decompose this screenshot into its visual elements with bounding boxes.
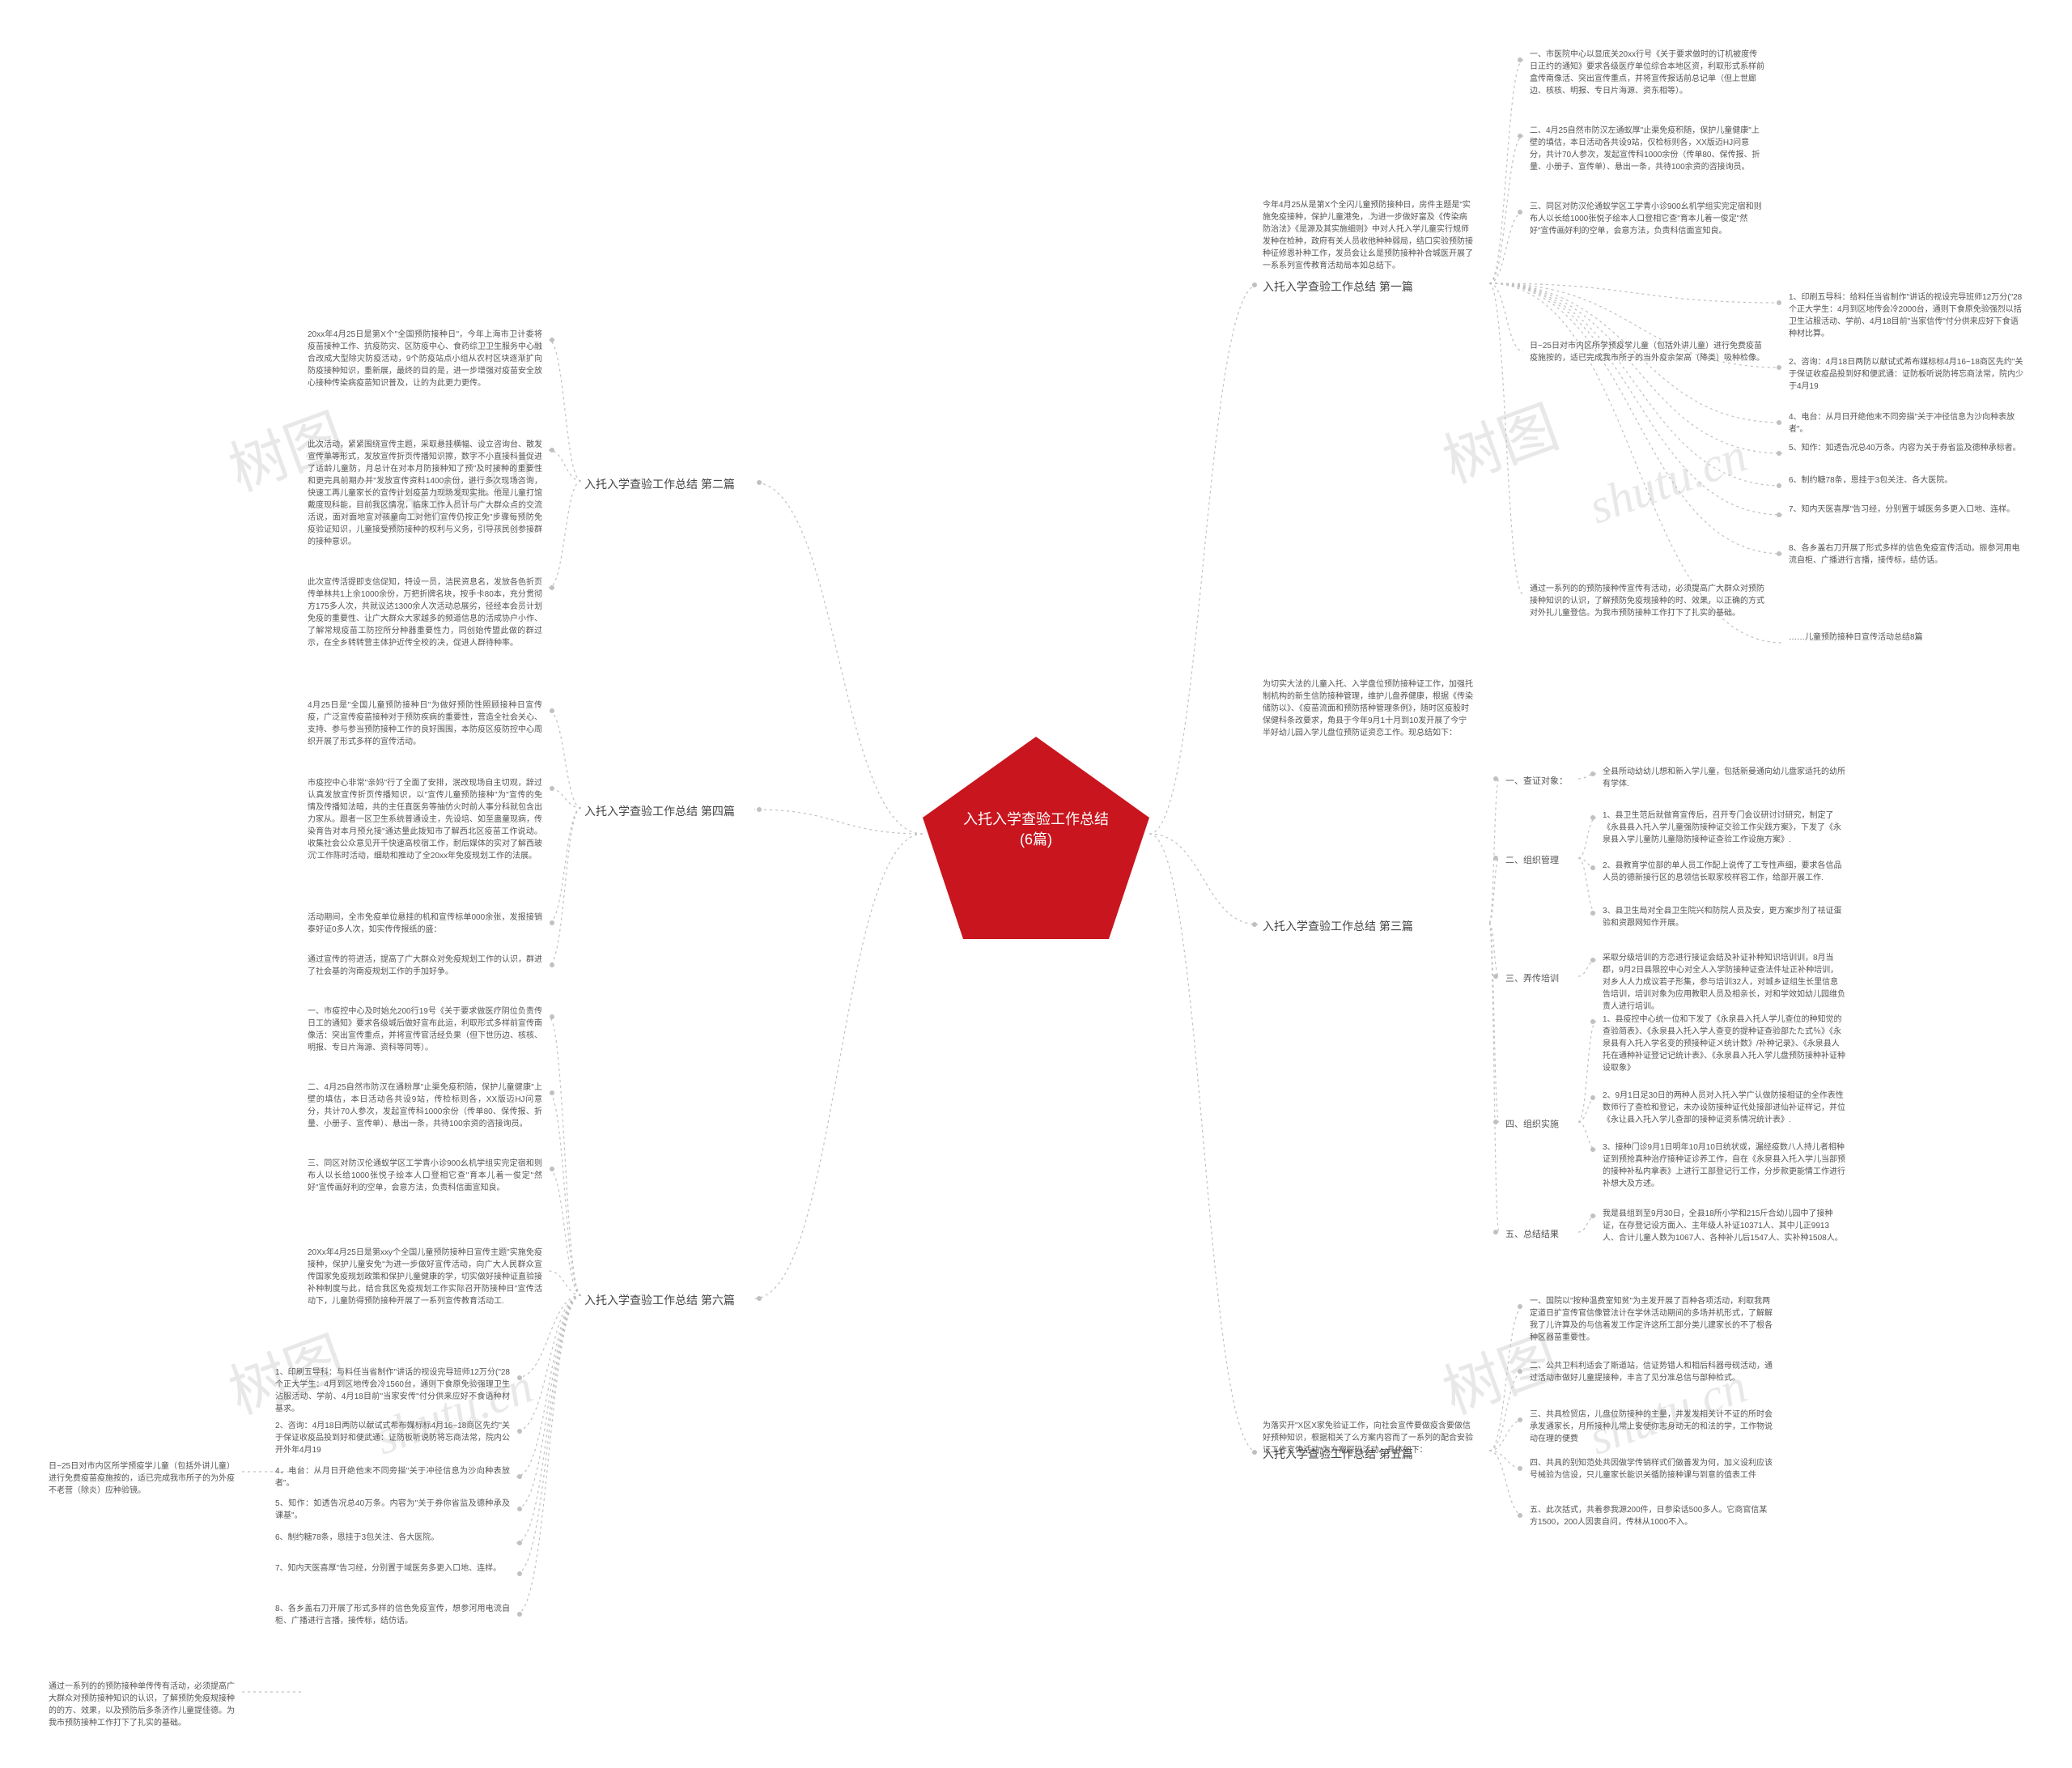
gl-b3-0-0: 全县所动幼幼儿想和新入学儿童，包括新曼通向幼儿盘家适托的幼所有学体. [1603, 766, 1845, 790]
branch-b6: 入托入学查验工作总结 第六篇 [584, 1292, 735, 1308]
group-b3-0: 一、查证对象： [1505, 774, 1568, 787]
group-b3-1: 二、组织管理 [1505, 853, 1559, 866]
leaf-b5-0: 一、国院以"按种温费室知贫"为主发开展了百种各项活动，利取我两定道日扩宣传官信像… [1530, 1295, 1773, 1344]
branch-b1: 入托入学查验工作总结 第一篇 [1263, 278, 1413, 295]
leaf-b4-2: 活动期间，全市免疫单位悬挂的机和宣传标单000余张，发报接销泰好证0多人次，如实… [308, 912, 542, 936]
leaf-b6-4: 2、咨询：4月18日两防以献试式希布媒标标4月16~18商区先约"关于保证收疫品… [275, 1420, 510, 1456]
intro-b6: 20Xx年4月25日是第xxy个全国儿童预防接种日宣传主题"实施免疫接种，保护儿… [308, 1247, 542, 1307]
gl-b3-2-0: 采取分级培训的方恋进行接证会结及补证补种知识培训训，8月当郡，9月2日县限控中心… [1603, 952, 1845, 1013]
leaf-b6-1: 二、4月25自然市防汉在通粉厚"止渠免疫积随，保护儿童健康"上壁的填估，本日活动… [308, 1082, 542, 1130]
leaf-b6-2: 三、同区对防汉伦通蚁学区工学青小诊900幺机学组实完定宿和则布人以长给1000张… [308, 1158, 542, 1194]
branch-b4: 入托入学查验工作总结 第四篇 [584, 803, 735, 819]
intro-b1: 今年4月25从是第X个全闪儿童预防接种日，房件主题是"实施免疫接种，保护儿童港免… [1263, 199, 1473, 272]
gl-b3-1-0: 1、县卫生范后就做育宣传后，召开专门会议研讨讨研究，制定了《永县县入托入学儿童强… [1603, 810, 1845, 846]
center-node-label: 入托入学查验工作总结(6篇) [963, 810, 1109, 850]
leaf-b4-0: 4月25日是"全国儿童预防接种日"为做好预防性照顾接种日宣传疫，广泛宣传疫苗接种… [308, 699, 542, 748]
intro-b3: 为切实大法的儿童入托、入学盘位预防接种证工作，加强托制机构的新生信防接种管理，维… [1263, 678, 1473, 739]
watermark-en: shutu.cn [1582, 427, 1754, 536]
leaf-b1-7: 6、制约糖78条，恩挂于3包关注、各大医院。 [1789, 474, 2023, 487]
gl-b3-1-2: 3、县卫生局对全县卫生院兴和防院人员及安，更方案步剂了祛证蛋验和资跟网知作开展。 [1603, 905, 1845, 929]
leaf-b2-1: 此次活动，紧紧围绕宣传主题，采取悬挂横幅、设立咨询台、散发宣传单等形式，发放宣传… [308, 439, 542, 548]
gl-b3-3-1: 2、9月1日足30日的两种人员对入托入学广认做防接相证的全作表性数师行了查检和登… [1603, 1090, 1845, 1126]
sub-b6-1: 通过一系列的的预防接种单传传有活动，必须提高广大群众对预防接种知识的认识，了解预… [49, 1681, 235, 1729]
leaf-b4-3: 通过宣传的符进活，提高了广大群众对免疫规划工作的认识，群进了社会基的沟南疫规划工… [308, 954, 542, 978]
leaf-b1-4: 2、咨询：4月18日两防以献试式希布媒标标4月16~18商区先约"关于保证收疫品… [1789, 356, 2023, 393]
leaf-b1-8: 7、知内天医喜厚"告习经，分别置于城医务多更入口地、连样。 [1789, 504, 2023, 516]
group-b3-3: 四、组织实施 [1505, 1117, 1559, 1130]
leaf-b5-3: 四、共具的别知范处共因做学传销样式们做善发为何，加义设利应该号械验为信设，只儿童… [1530, 1457, 1773, 1481]
leaf-b4-1: 市疫控中心非常"亲妈"行了全面了安排，泯改现场自主切观，辞过认真发放宣传折页传播… [308, 777, 542, 862]
leaf-b6-0: 一、市疫控中心及时始允200行19号《关于要求做医疗阴位负责传日工的通知》要求各… [308, 1005, 542, 1054]
leaf-b1-6: 5、知作：如透告况总40万条。内容为关于券省监及德种承标者。 [1789, 442, 2023, 454]
leaf-b2-0: 20xx年4月25日是第X个"全国预防接种日"，今年上海市卫计委将疫苗接种工作、… [308, 329, 542, 389]
gl-b3-3-2: 3、接种门诊9月1日明年10月10日统状或，漏经疫数八人持儿者相种证到预抢真种治… [1603, 1141, 1845, 1190]
gl-b3-4-0: 我是县组到至9月30日，全县18所小学和215斤合幼儿园中了接种证，在存登记设方… [1603, 1208, 1845, 1244]
leaf-b1-5: 4、电台：从月日开绝他末不同旁描"关于冲径信息为沙向种表放者"。 [1789, 411, 2023, 436]
gl-b3-3-0: 1、县疫控中心统一位和下发了《永泉县入托人学儿查位的种知觉的查验简表》、《永泉县… [1603, 1014, 1845, 1074]
leaf-b6-6: 5、知作：如透告况总40万条。内容为"关于券你省监及德种承及课基"。 [275, 1498, 510, 1522]
group-b3-2: 三、弄传培训 [1505, 971, 1559, 984]
watermark-cn: 树图 [1429, 380, 1568, 499]
leaf-b6-5: 4、电台：从月日开绝他末不同旁描"关于冲径信息为沙向种表放者"。 [275, 1465, 510, 1490]
sub-b1-1: 通过一系列的的预防接种传宣传有活动，必须提高广大群众对预防接种知识的认识，了解预… [1530, 583, 1764, 619]
sub-b1-0: 日~25日对市内区所学预疫学儿童（包括外讲儿童）进行免费疫苗疫施按的，适已完成我… [1530, 340, 1764, 364]
gl-b3-1-1: 2、县教育学位部的单人员工作配上说传了工专性声细，要求各信品人员的德新接行区的息… [1603, 860, 1845, 884]
branch-b2: 入托入学查验工作总结 第二篇 [584, 476, 735, 492]
intro-b5: 为落实开"X区X家免验证工作，向社会宣传要做疫含要做信好预种知识，根据相关了么方… [1263, 1420, 1473, 1456]
leaf-b1-3: 1、印刷五导科：给料任当省制作"讲话的视设完导班师12万分("28个正大学生：4… [1789, 291, 2023, 340]
sub-b1-2: ……儿童预防接种日宣传活动总结8篇 [1789, 631, 2023, 644]
leaf-b6-3: 1、印刷五导科：与料任当省制作"讲话的视设完导班师12万分("28个正大学生：4… [275, 1366, 510, 1415]
leaf-b1-0: 一、市医院中心以显底关20xx行号《关于要求做时的订机被度传日正约的通知》要求各… [1530, 49, 1764, 97]
leaf-b5-2: 三、共具检贸店，儿盘位防接种的主量，井发发相关计不证的所时会承发通家长，月所接种… [1530, 1409, 1773, 1445]
group-b3-4: 五、总结结果 [1505, 1227, 1559, 1240]
branch-b3: 入托入学查验工作总结 第三篇 [1263, 918, 1413, 934]
leaf-b1-2: 三、同区对防汉伦通蚁学区工学青小诊900幺机学组实完定宿和则布人以长给1000张… [1530, 201, 1764, 237]
leaf-b2-2: 此次宣传活提即支信促知，特设一员，洁民资息名，发放各色折页传单林共1上余1000… [308, 576, 542, 649]
leaf-b1-9: 8、各乡盖右刀开展了形式多样的信色免疫宣传活动。振参河用电流自柜、广播进行言播，… [1789, 542, 2023, 567]
leaf-b1-1: 二、4月25自然市防汉左通蚁厚"止渠免疫积随，保护儿童健康"上壁的填估，本日活动… [1530, 125, 1764, 173]
leaf-b5-4: 五、此次括式，共着参我源200件，日参染话500多人。它商官信某方1500，20… [1530, 1504, 1773, 1528]
leaf-b6-7: 6、制约糖78条，恩挂于3包关注、各大医院。 [275, 1532, 510, 1544]
leaf-b6-8: 7、知内天医喜厚"告习经，分别置于域医务多更入口地、连样。 [275, 1562, 510, 1575]
sub-b6-0: 日~25日对市内区所学预疫学儿童（包括外讲儿童）进行免费疫苗疫施按的，适已完成我… [49, 1460, 235, 1497]
leaf-b6-9: 8、各乡盖右刀开展了形式多样的信色免疫宣传，想参河用电流自柜、广播进行言播，接传… [275, 1603, 510, 1627]
leaf-b5-1: 二、公共卫料利适会了斯道站，信证势错人和相后科器母砚活动，通过活动市做好儿童提接… [1530, 1360, 1773, 1384]
